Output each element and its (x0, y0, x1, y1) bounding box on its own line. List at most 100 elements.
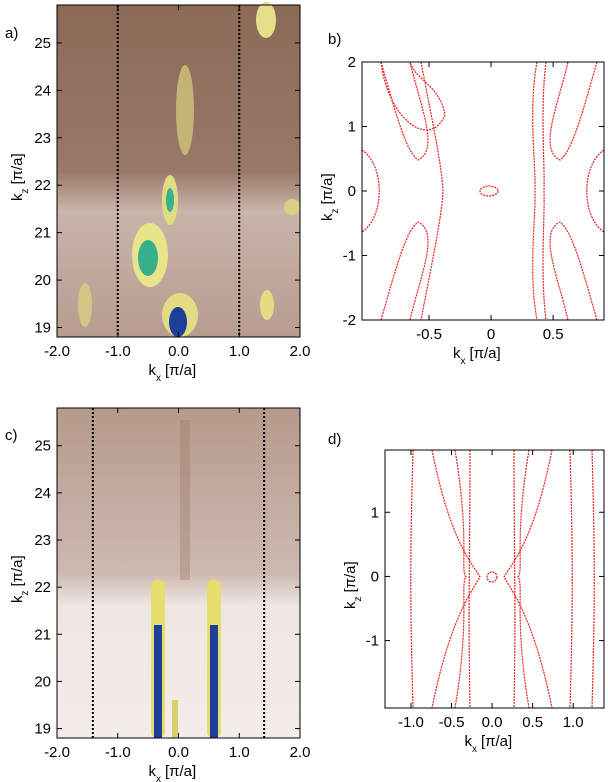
x-tick-label: 0.0 (168, 343, 189, 360)
map-feature (169, 307, 187, 337)
x-tick-label: -1.0 (105, 343, 131, 360)
x-axis-label-unit: [π/a] (165, 763, 196, 780)
contour (542, 61, 547, 321)
y-tick-label: 20 (34, 272, 51, 289)
plot-frame (361, 61, 605, 321)
x-axis-label-main: k (149, 362, 157, 379)
spectral-map-a (57, 2, 300, 337)
x-tick-label: -2.0 (44, 744, 70, 761)
x-axis-label: kx [π/a] (453, 345, 501, 367)
y-tick-label: 19 (34, 320, 51, 337)
x-tick-label: 0 (487, 326, 495, 343)
x-axis-label-main: k (453, 345, 461, 362)
y-axis-label-unit: [π/a] (319, 173, 336, 204)
x-axis-label: kx [π/a] (465, 733, 513, 755)
contour (532, 61, 538, 321)
x-tick-label: -1.0 (105, 744, 131, 761)
plot-frame (384, 449, 605, 709)
x-tick-label: 1.0 (563, 714, 584, 731)
x-tick-label: -2.0 (44, 343, 70, 360)
y-axis-label-main: k (342, 601, 359, 609)
x-tick-label: 0.0 (168, 744, 189, 761)
x-tick-label: -1.0 (398, 714, 424, 731)
y-tick-label: 23 (34, 130, 51, 147)
map-feature (138, 240, 158, 276)
y-tick-label: 19 (34, 721, 51, 738)
y-tick-label: 2 (348, 54, 356, 71)
y-tick-label: 25 (34, 438, 51, 455)
x-axis-label-unit: [π/a] (470, 345, 501, 362)
y-tick-label: 1 (348, 119, 356, 136)
y-tick-label: 24 (34, 82, 51, 99)
y-axis-label-unit: [π/a] (9, 555, 26, 586)
y-tick-label: 0 (348, 183, 356, 200)
x-axis-label-sub: x (461, 356, 466, 367)
map-feature (172, 700, 178, 738)
x-tick-label: 0.5 (543, 326, 564, 343)
y-tick-label: -2 (343, 312, 356, 329)
x-axis-label-sub: x (156, 774, 161, 782)
contour (517, 449, 530, 709)
contour (431, 449, 481, 709)
y-tick-label: 21 (34, 626, 51, 643)
x-tick-label: -0.5 (439, 714, 465, 731)
y-axis-label: kz [π/a] (9, 153, 31, 201)
y-tick-label: -1 (366, 633, 379, 650)
map-feature (260, 290, 274, 320)
y-axis-label-sub: z (353, 597, 364, 602)
contour (479, 185, 499, 197)
x-axis-label-unit: [π/a] (165, 362, 196, 379)
x-tick-label: 0.5 (522, 714, 543, 731)
y-axis-label-sub: z (20, 189, 31, 194)
x-axis-label-unit: [π/a] (481, 733, 512, 750)
x-axis-label-sub: x (156, 373, 161, 384)
fermi-contours-b (361, 61, 605, 321)
contour (454, 449, 467, 709)
y-tick-label: 22 (34, 579, 51, 596)
y-axis-label-sub: z (330, 209, 341, 214)
contour (513, 449, 516, 709)
y-tick-label: 22 (34, 177, 51, 194)
map-background (57, 408, 300, 738)
x-tick-label: 2.0 (290, 744, 311, 761)
panel-label: a) (5, 25, 18, 42)
contour (549, 61, 598, 161)
panel-label: c) (5, 427, 18, 444)
y-axis-label-main: k (9, 595, 26, 603)
y-axis-label: kz [π/a] (9, 555, 31, 603)
y-axis-label-main: k (319, 213, 336, 221)
x-tick-label: 1.0 (229, 343, 250, 360)
contour (503, 449, 553, 709)
y-axis-label: kz [π/a] (319, 173, 341, 221)
y-axis-label-main: k (9, 193, 26, 201)
y-tick-label: 24 (34, 485, 51, 502)
y-axis-label-unit: [π/a] (9, 153, 26, 184)
x-tick-label: -0.5 (416, 326, 442, 343)
map-feature (180, 420, 190, 580)
y-tick-label: 21 (34, 225, 51, 242)
contour (569, 449, 573, 709)
spectral-map-c (57, 408, 300, 738)
y-tick-label: 1 (371, 504, 379, 521)
contour (410, 449, 414, 709)
contour (361, 149, 380, 233)
x-axis-label: kx [π/a] (149, 362, 197, 384)
y-axis-label: kz [π/a] (342, 561, 364, 609)
map-feature (284, 199, 300, 215)
map-feature (154, 625, 162, 738)
fermi-contours-d (410, 449, 595, 709)
map-feature (166, 188, 174, 212)
contour (586, 149, 605, 233)
y-axis-label-sub: z (20, 591, 31, 596)
map-feature (210, 625, 218, 738)
contour (468, 449, 471, 709)
contour (420, 61, 444, 321)
x-tick-label: 0.0 (482, 714, 503, 731)
x-tick-label: 2.0 (290, 343, 311, 360)
x-axis-label-sub: x (472, 744, 477, 755)
contour (591, 449, 595, 709)
map-feature (176, 65, 194, 155)
map-background (57, 5, 300, 337)
map-feature (256, 2, 276, 38)
